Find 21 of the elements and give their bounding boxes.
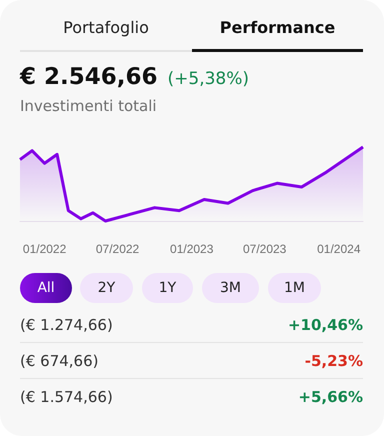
x-tick-label: 01/2023 bbox=[170, 242, 214, 256]
text: +10,46% bbox=[288, 316, 363, 334]
text: (€ 1.574,66) bbox=[20, 388, 113, 406]
chart-subtitle: Investimenti totali bbox=[20, 97, 157, 115]
text: (+5,38%) bbox=[168, 69, 250, 89]
chart-title: € 2.546,66 bbox=[20, 64, 158, 90]
text: (€ 674,66) bbox=[20, 352, 99, 370]
selected-range-button: All bbox=[20, 273, 72, 303]
text: -5,23% bbox=[304, 352, 363, 370]
x-tick-label: 07/2023 bbox=[242, 242, 287, 256]
range-button: 1Y bbox=[142, 273, 193, 303]
text: (€ 1.274,66) bbox=[20, 316, 113, 334]
x-tick-label: 01/2022 bbox=[22, 242, 67, 256]
range-button: 1M bbox=[268, 273, 321, 303]
text: +5,66% bbox=[298, 388, 363, 406]
range-button: 2Y bbox=[80, 273, 133, 303]
range-button: 3M bbox=[202, 273, 259, 303]
text: Performance bbox=[218, 18, 336, 37]
x-tick-label: 07/2022 bbox=[96, 242, 140, 256]
x-tick-label: 01/2024 bbox=[317, 242, 361, 256]
text: Portafoglio bbox=[62, 18, 150, 37]
